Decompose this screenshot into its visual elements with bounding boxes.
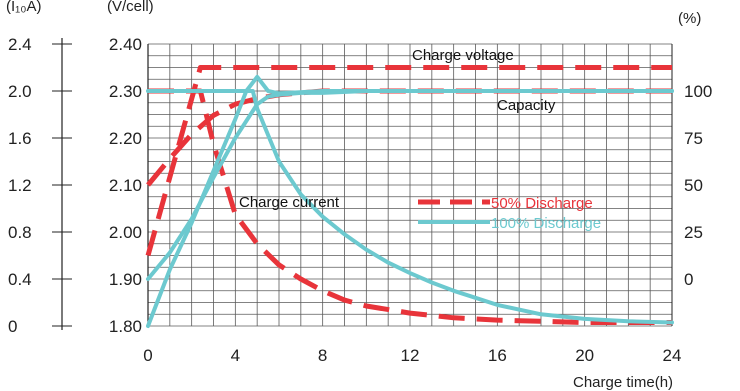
annotation-charge-voltage: Charge voltage xyxy=(412,47,514,64)
voltage-axis-unit: (V/cell) xyxy=(107,0,154,15)
current-axis-unit: (I₁₀A) xyxy=(6,0,41,15)
legend-label-50-discharge: 50% Discharge xyxy=(491,195,593,212)
series-line-charge-current-50-discharge xyxy=(148,88,672,325)
tick-labels: 0 0.4 0.8 1.2 1.6 2.0 2.4 1.80 1.90 2.00 2.10 2.20 2… xyxy=(8,35,712,365)
x-axis-title: Charge time(h) xyxy=(573,374,673,391)
current-tick-label: 1.2 xyxy=(8,176,32,195)
current-tick-label: 1.6 xyxy=(8,129,32,148)
x-tick-label: 8 xyxy=(318,346,327,365)
current-tick-label: 0.8 xyxy=(8,223,32,242)
capacity-tick-label: 25 xyxy=(684,223,703,242)
series-line-capacity-100-discharge xyxy=(146,89,674,281)
current-tick-label: 0 xyxy=(8,317,17,336)
x-tick-label: 24 xyxy=(663,346,682,365)
annotation-capacity: Capacity xyxy=(497,97,556,114)
x-tick-label: 20 xyxy=(575,346,594,365)
voltage-tick-label: 1.80 xyxy=(109,317,142,336)
capacity-tick-label: 0 xyxy=(684,270,693,289)
annotation-charge-current: Charge current xyxy=(239,194,340,211)
voltage-tick-label: 2.20 xyxy=(109,129,142,148)
current-tick-label: 2.4 xyxy=(8,35,32,54)
voltage-tick-label: 2.10 xyxy=(109,176,142,195)
capacity-tick-label: 100 xyxy=(684,82,712,101)
capacity-tick-label: 50 xyxy=(684,176,703,195)
voltage-tick-label: 2.00 xyxy=(109,223,142,242)
x-tick-label: 12 xyxy=(401,346,420,365)
x-tick-label: 16 xyxy=(488,346,507,365)
series-lines xyxy=(145,65,674,328)
legend-label-100-discharge: 100% Discharge xyxy=(491,215,601,232)
capacity-axis-unit: (%) xyxy=(678,10,701,27)
series-line-charge-current-100-discharge xyxy=(146,89,674,325)
capacity-tick-label: 75 xyxy=(684,129,703,148)
voltage-tick-label: 2.30 xyxy=(109,82,142,101)
current-tick-label: 0.4 xyxy=(8,270,32,289)
x-tick-label: 0 xyxy=(143,346,152,365)
grid xyxy=(147,43,673,327)
current-tick-label: 2.0 xyxy=(8,82,32,101)
x-tick-label: 4 xyxy=(231,346,240,365)
voltage-tick-label: 1.90 xyxy=(109,270,142,289)
series-line-charge-voltage-50-discharge xyxy=(145,65,672,257)
legend: 50% Discharge 100% Discharge xyxy=(418,195,601,232)
axes xyxy=(52,38,673,330)
voltage-tick-label: 2.40 xyxy=(109,35,142,54)
